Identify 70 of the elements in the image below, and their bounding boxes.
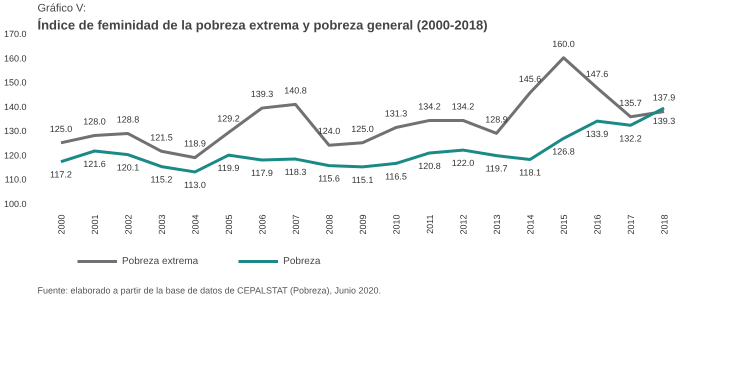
data-label: 132.2 [619, 133, 642, 144]
x-tick-label: 2003 [156, 214, 167, 235]
data-label: 160.0 [552, 38, 575, 49]
x-tick-label: 2006 [257, 214, 268, 235]
data-label: 125.0 [351, 124, 374, 134]
data-label: 115.6 [318, 174, 340, 184]
data-label: 117.2 [50, 170, 72, 180]
data-label: 118.1 [519, 168, 541, 178]
data-label: 134.2 [418, 101, 441, 112]
y-tick-label: 170.0 [4, 29, 27, 39]
data-label: 119.7 [486, 164, 508, 174]
data-label: 139.3 [652, 116, 676, 126]
x-tick-label: 2017 [626, 214, 636, 235]
x-tick-label: 2005 [224, 214, 234, 235]
x-tick-label: 2009 [358, 214, 368, 235]
data-label: 122.0 [452, 158, 474, 168]
data-label: 134.2 [452, 101, 474, 112]
source-note: Fuente: elaborado a partir de la base de datos de CEPALSTAT (Pobreza), Junio 2020. [38, 286, 382, 296]
y-tick-label: 100.0 [4, 199, 27, 209]
data-label: 129.2 [217, 114, 240, 124]
data-label: 140.8 [284, 85, 307, 96]
x-tick-label: 2018 [660, 214, 670, 235]
data-label: 118.9 [184, 138, 206, 149]
data-label: 131.3 [384, 108, 408, 118]
x-tick-label: 2014 [526, 214, 536, 235]
data-label: 147.6 [586, 68, 608, 79]
data-label: 137.9 [652, 92, 676, 102]
x-tick-label: 2013 [492, 214, 502, 235]
x-tick-label: 2001 [90, 214, 100, 235]
data-label: 120.1 [116, 162, 140, 173]
y-tick-label: 110.0 [4, 174, 27, 185]
x-tick-label: 2010 [392, 214, 402, 235]
data-label: 120.8 [418, 160, 441, 171]
data-label: 119.9 [218, 163, 240, 174]
data-label: 128.8 [116, 114, 140, 125]
x-tick-label: 2007 [290, 214, 301, 235]
legend-label: Pobreza [283, 255, 320, 267]
data-label: 145.6 [518, 74, 542, 84]
data-label: 121.5 [150, 132, 173, 142]
x-tick-label: 2000 [56, 214, 66, 235]
x-tick-label: 2012 [458, 214, 469, 235]
data-label: 116.5 [385, 171, 407, 182]
data-label: 128.9 [485, 114, 508, 124]
data-label: 133.9 [586, 129, 608, 140]
x-tick-label: 2004 [190, 214, 200, 235]
data-label: 124.0 [318, 126, 340, 136]
chart-subtitle: Gráfico V: [38, 2, 86, 14]
data-label: 139.3 [250, 89, 274, 100]
data-label: 115.2 [150, 174, 172, 185]
data-label: 113.0 [184, 180, 206, 190]
x-tick-label: 2008 [324, 214, 334, 235]
data-label: 128.0 [83, 116, 106, 126]
x-tick-label: 2002 [123, 214, 134, 235]
data-label: 115.1 [352, 174, 374, 185]
data-label: 121.6 [83, 159, 106, 170]
y-tick-label: 150.0 [4, 78, 27, 88]
data-label: 126.8 [552, 146, 575, 156]
data-label: 118.3 [284, 167, 306, 178]
x-tick-label: 2015 [559, 214, 570, 235]
y-tick-label: 130.0 [4, 126, 27, 136]
data-label: 117.9 [251, 168, 273, 178]
y-tick-label: 120.0 [4, 150, 27, 160]
y-tick-label: 160.0 [4, 53, 27, 64]
x-tick-label: 2016 [592, 214, 603, 235]
x-tick-label: 2011 [425, 214, 436, 234]
chart-title: Índice de feminidad de la pobreza extrema y pobreza general (2000-2018) [38, 18, 488, 32]
data-label: 135.7 [619, 98, 642, 108]
y-tick-label: 140.0 [4, 102, 27, 112]
data-label: 125.0 [50, 124, 72, 134]
legend-label: Pobreza extrema [122, 255, 198, 267]
